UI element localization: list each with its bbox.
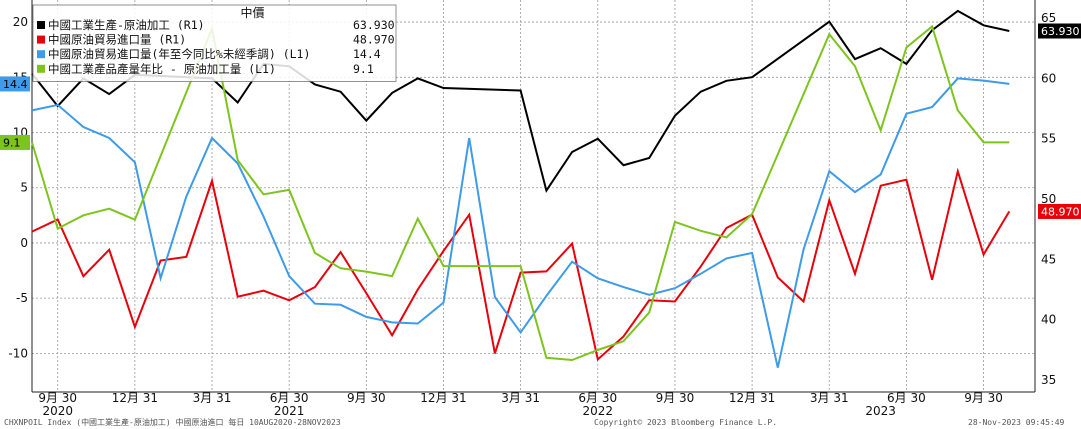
legend-entry-value: 63.930 xyxy=(353,18,395,32)
right-tick-label: 40 xyxy=(1041,313,1056,327)
x-year-label: 2022 xyxy=(583,404,614,418)
x-tick-label: 12月 31 xyxy=(112,391,158,405)
legend-swatch xyxy=(37,35,45,44)
x-tick-label: 3月 31 xyxy=(501,391,540,405)
footer: CHXNPOIL Index (中國工業生產-原油加工) 中國原油進口 每日 1… xyxy=(4,417,1065,427)
x-tick-label: 9月 30 xyxy=(38,391,77,405)
x-tick-label: 3月 31 xyxy=(810,391,849,405)
value-badge-bg xyxy=(1038,23,1081,39)
value-badge-label: 14.4 xyxy=(3,78,28,91)
value-badge-label: 63.930 xyxy=(1041,25,1080,38)
footer-timestamp-text: 28-Nov-2023 09:45:49 xyxy=(968,418,1065,427)
series-layer xyxy=(31,9,1011,368)
x-year-label: 2020 xyxy=(42,404,73,418)
legend-swatch xyxy=(37,21,45,29)
value-badge-bg xyxy=(1038,203,1081,219)
x-tick-label: 9月 30 xyxy=(347,391,386,405)
x-tick-label: 9月 30 xyxy=(964,391,1003,405)
legend-swatch xyxy=(37,50,45,59)
series-line-2 xyxy=(31,77,1010,368)
value-badge-right: 48.970 xyxy=(1038,203,1081,219)
left-tick-label: -5 xyxy=(16,291,28,305)
footer-copyright-text: Copyright© 2023 Bloomberg Finance L.P. xyxy=(594,418,777,427)
left-tick-label: 20 xyxy=(13,15,28,29)
legend-entry-label: 中國原油貿易進口量 (R1) xyxy=(48,33,186,47)
x-tick-label: 12月 31 xyxy=(420,391,466,405)
left-tick-label: 5 xyxy=(20,181,28,195)
value-badge-bg xyxy=(0,134,30,150)
legend-entry-label: 中國原油貿易進口量(年至今同比%未經季調) (L1) xyxy=(48,47,310,61)
x-tick-label: 6月 30 xyxy=(578,391,617,405)
legend-title: 中價 xyxy=(240,5,264,20)
series-line-1 xyxy=(31,167,1011,362)
x-year-label: 2023 xyxy=(865,404,896,418)
right-tick-label: 50 xyxy=(1041,192,1056,206)
value-badge-left: 14.4 xyxy=(0,76,30,92)
legend-box xyxy=(32,4,397,82)
right-tick-label: 35 xyxy=(1041,373,1056,387)
legend-entry-value: 48.970 xyxy=(353,33,395,47)
right-tick-label: 45 xyxy=(1041,252,1056,266)
left-tick-label: -10 xyxy=(8,346,28,360)
value-badge-right: 63.930 xyxy=(1038,23,1081,39)
left-tick-label: 0 xyxy=(20,236,28,250)
right-tick-label: 65 xyxy=(1041,11,1056,25)
x-tick-label: 12月 31 xyxy=(729,391,775,405)
series-line-0 xyxy=(31,9,1010,194)
right-tick-label: 55 xyxy=(1041,132,1056,146)
value-badge-label: 48.970 xyxy=(1041,205,1080,218)
grid-layer xyxy=(32,0,1035,392)
legend-entry-value: 14.4 xyxy=(353,47,381,61)
value-badge-label: 9.1 xyxy=(3,136,21,149)
footer-left-text: CHXNPOIL Index (中國工業生產-原油加工) 中國原油進口 每日 1… xyxy=(4,417,341,427)
legend-swatch xyxy=(37,64,45,73)
x-tick-label: 9月 30 xyxy=(656,391,695,405)
value-badge-left: 9.1 xyxy=(0,134,30,150)
legend-entry-label: 中國工業產品產量年比 - 原油加工量 (L1) xyxy=(48,62,276,76)
value-badge-bg xyxy=(0,76,30,92)
x-year-label: 2021 xyxy=(274,404,305,418)
x-tick-label: 6月 30 xyxy=(270,391,309,405)
legend-entry-value: 9.1 xyxy=(353,62,374,76)
legend-entry-label: 中國工業生產-原油加工 (R1) xyxy=(48,18,205,32)
x-tick-label: 6月 30 xyxy=(887,391,926,405)
right-tick-label: 60 xyxy=(1041,71,1056,85)
x-tick-label: 3月 31 xyxy=(193,391,232,405)
